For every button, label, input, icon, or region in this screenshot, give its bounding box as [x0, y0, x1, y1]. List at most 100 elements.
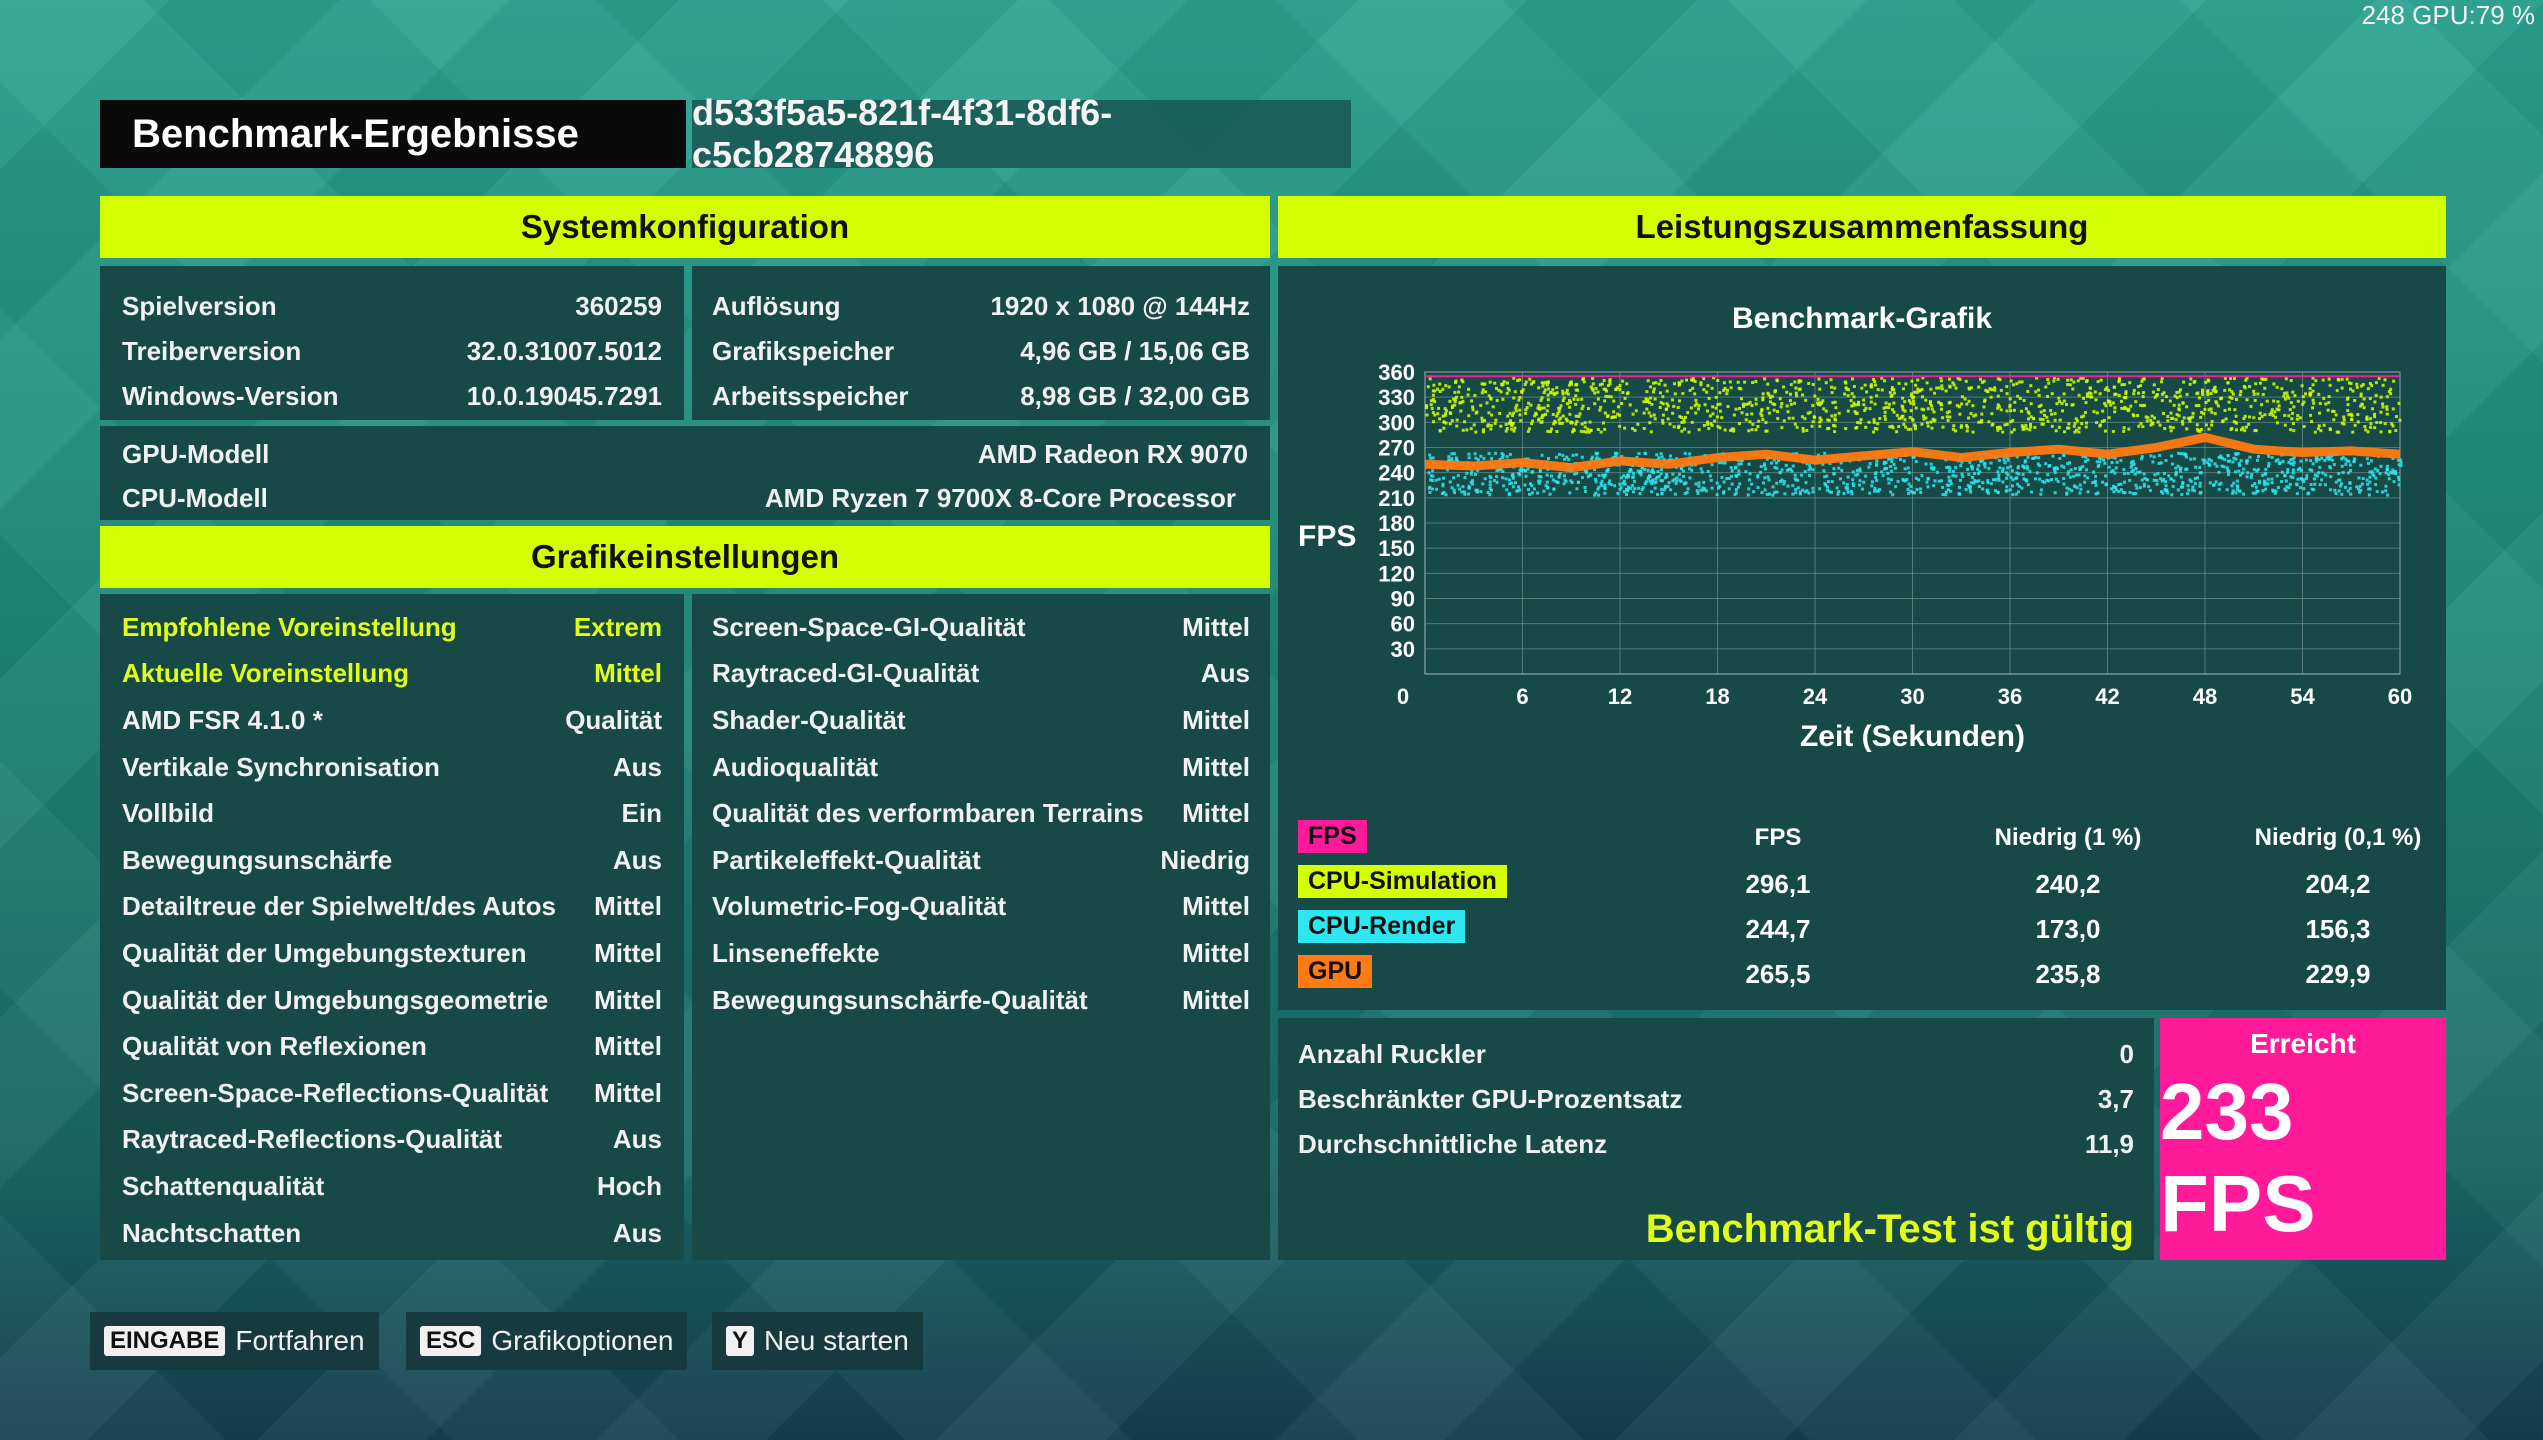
data-point	[2399, 463, 2403, 467]
data-point	[2247, 422, 2251, 426]
data-point	[1460, 378, 1464, 382]
data-point	[2112, 484, 2116, 488]
data-point	[2301, 478, 2305, 482]
data-point	[2270, 481, 2274, 485]
data-point	[1926, 477, 1930, 481]
data-point	[2323, 458, 2327, 462]
data-point	[1453, 491, 1457, 495]
data-point	[2250, 473, 2254, 477]
data-point	[2252, 389, 2256, 393]
data-point	[1871, 377, 1875, 381]
data-point	[1561, 399, 1565, 403]
data-point	[2170, 493, 2174, 497]
data-point	[1585, 471, 1589, 475]
data-point	[1604, 394, 1608, 398]
data-point	[1618, 413, 1622, 417]
data-point	[2372, 474, 2376, 478]
data-point	[1891, 493, 1895, 497]
continue-button[interactable]: EINGABE Fortfahren	[90, 1312, 379, 1370]
data-point	[2098, 392, 2102, 396]
data-point	[1829, 378, 1833, 382]
data-point	[2346, 403, 2350, 407]
data-point	[2172, 479, 2176, 483]
data-point	[1428, 490, 1432, 494]
data-point	[2270, 455, 2274, 459]
data-point	[2009, 379, 2013, 383]
data-point	[1864, 406, 1868, 410]
data-point	[2192, 489, 2196, 493]
data-point	[2136, 384, 2140, 388]
data-point	[1778, 397, 1782, 401]
data-point	[2018, 396, 2022, 400]
data-point	[2122, 426, 2126, 430]
data-point	[2197, 396, 2201, 400]
data-point	[2228, 388, 2232, 392]
data-point	[1691, 378, 1695, 382]
data-point	[2171, 426, 2175, 430]
data-point	[1846, 490, 1850, 494]
data-point	[2369, 417, 2373, 421]
data-point	[2114, 488, 2118, 492]
graphics-options-button[interactable]: ESC Grafikoptionen	[406, 1312, 688, 1370]
data-point	[2198, 484, 2202, 488]
data-point	[2396, 458, 2400, 462]
data-point	[1762, 481, 1766, 485]
data-point	[1734, 488, 1738, 492]
setting-label: Raytraced-Reflections-Qualität	[122, 1124, 502, 1155]
data-point	[2058, 418, 2062, 422]
data-point	[1890, 386, 1894, 390]
data-point	[1869, 395, 1873, 399]
data-point	[1438, 429, 1442, 433]
data-point	[2292, 461, 2296, 465]
data-point	[2300, 384, 2304, 388]
data-point	[2332, 462, 2336, 466]
data-point	[1528, 492, 1532, 496]
data-point	[2157, 461, 2161, 465]
data-point	[1770, 394, 1774, 398]
data-point	[1592, 468, 1596, 472]
data-point	[1454, 456, 1458, 460]
data-point	[1732, 429, 1736, 433]
data-point	[1929, 466, 1933, 470]
data-point	[1798, 490, 1802, 494]
data-point	[2204, 423, 2208, 427]
data-point	[1901, 408, 1905, 412]
data-point	[1977, 385, 1981, 389]
data-point	[2029, 415, 2033, 419]
data-point	[2235, 479, 2239, 483]
data-point	[1771, 485, 1775, 489]
data-point	[1924, 462, 1928, 466]
data-point	[1754, 397, 1758, 401]
data-point	[2139, 457, 2143, 461]
data-point	[1727, 487, 1731, 491]
data-point	[1726, 404, 1730, 408]
data-point	[1763, 476, 1767, 480]
data-point	[2077, 473, 2081, 477]
data-point	[1599, 430, 1603, 434]
data-point	[2204, 400, 2208, 404]
setting-value: Aus	[612, 751, 662, 782]
data-point	[1542, 391, 1546, 395]
data-point	[1694, 398, 1698, 402]
data-point	[1819, 418, 1823, 422]
data-point	[1839, 461, 1843, 465]
data-point	[2177, 414, 2181, 418]
restart-button[interactable]: Y Neu starten	[712, 1312, 923, 1370]
label: CPU-Modell	[122, 482, 268, 513]
data-point	[1875, 459, 1879, 463]
data-point	[1873, 383, 1877, 387]
data-point	[1998, 425, 2002, 429]
data-point	[2283, 423, 2287, 427]
data-point	[2365, 417, 2369, 421]
data-point	[1966, 467, 1970, 471]
data-point	[2268, 412, 2272, 416]
data-point	[1540, 381, 1544, 385]
data-point	[1939, 403, 1943, 407]
data-point	[1512, 429, 1516, 433]
data-point	[1926, 485, 1930, 489]
data-point	[2299, 486, 2303, 490]
data-point	[2293, 394, 2297, 398]
data-point	[2346, 489, 2350, 493]
data-point	[1997, 476, 2001, 480]
data-point	[2196, 391, 2200, 395]
